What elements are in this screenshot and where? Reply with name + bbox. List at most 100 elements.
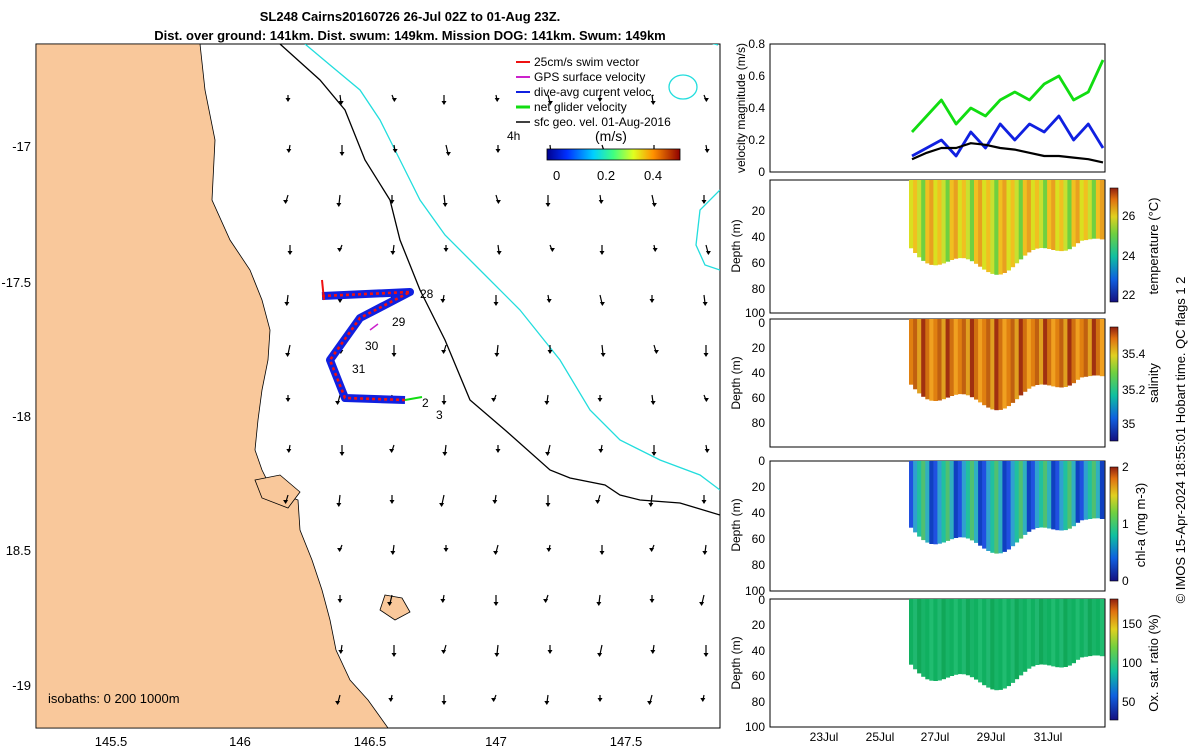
profile-column	[1043, 461, 1048, 528]
velocity-arrowhead	[546, 548, 552, 552]
cbar-tick: 150	[1122, 617, 1142, 631]
velocity-arrowhead	[546, 299, 552, 303]
profile-column	[1018, 599, 1024, 676]
profile-column	[969, 599, 975, 678]
velocity-arrowhead	[703, 98, 709, 102]
y-tick-label: 40	[752, 230, 766, 244]
depth-axis: 0 20 40 60 80 100	[745, 593, 765, 734]
profile-column	[990, 599, 995, 690]
profile-column	[957, 319, 963, 395]
title-line-1: SL248 Cairns20160726 26-Jul 02Z to 01-Au…	[259, 9, 561, 24]
profile-column	[1079, 599, 1085, 658]
legend-label: net glider velocity	[534, 100, 627, 114]
velocity-arrowhead	[285, 398, 291, 402]
profile-column	[1014, 319, 1020, 400]
profile-column	[1043, 180, 1048, 249]
y-tick-label: 40	[752, 506, 766, 520]
velocity-arrowhead	[439, 503, 445, 507]
profile-column	[933, 180, 938, 266]
profile-column	[1075, 599, 1081, 660]
legend-label: 25cm/s swim vector	[534, 55, 639, 69]
profile-column	[1055, 180, 1060, 251]
velocity-arrowhead	[495, 200, 501, 204]
depth-axis: 0 20 40 60 80 100	[745, 454, 765, 598]
profile-column	[953, 180, 959, 259]
velocity-arrowhead	[336, 203, 342, 207]
depth-axis: 0 20 40 60 80	[752, 316, 766, 430]
velocity-arrowhead	[390, 551, 396, 555]
map-panel[interactable]: 28 29 30 31 2 3 25cm/s swim vector GPS s…	[1, 40, 763, 749]
profile-column	[941, 180, 946, 264]
y-tick-label: -19	[12, 678, 31, 693]
velocity-arrowhead	[443, 548, 449, 552]
profile-column	[965, 319, 971, 396]
velocity-arrowhead	[650, 101, 656, 105]
depth-ylabel: Depth (m)	[729, 636, 743, 689]
oxygen-colorbar	[1109, 598, 1119, 721]
profile-column	[1043, 599, 1048, 665]
profile-column	[1047, 180, 1052, 249]
velocity-arrowhead	[491, 398, 497, 402]
y-tick-label: 20	[752, 341, 766, 355]
profile-column	[1067, 319, 1072, 386]
profile-column	[941, 461, 946, 543]
profile-column	[917, 319, 922, 394]
velocity-arrowhead	[649, 599, 655, 603]
salinity-panel[interactable]: Depth (m) 0 20 40 60 80 35 35.2 35.4 sal…	[729, 316, 1161, 448]
velocity-panel[interactable]: velocity magnitude (m/s) 0 0.2 0.4 0.6 0…	[734, 37, 1106, 179]
profile-column	[1071, 599, 1076, 664]
profile-column	[945, 461, 951, 541]
profile-column	[1014, 461, 1020, 543]
colorbar-tick: 0.4	[644, 168, 662, 183]
chlorophyll-panel[interactable]: Depth (m) 0 20 40 60 80 100 0 1 2 chl-a …	[729, 454, 1148, 598]
profile-column	[953, 319, 959, 395]
profile-column	[1014, 180, 1020, 264]
profile-column	[1030, 461, 1036, 530]
velocity-arrowhead	[701, 500, 707, 504]
y-tick-label: 60	[752, 256, 766, 270]
profile-column	[945, 599, 951, 678]
profile-column	[1059, 599, 1064, 668]
colorbar-ticks: 22 24 26	[1122, 209, 1136, 302]
velocity-arrowhead	[391, 98, 397, 102]
profile-column	[913, 319, 918, 390]
oxygen-panel[interactable]: Depth (m) 0 20 40 60 80 100 50 100 150 O…	[729, 593, 1161, 734]
profile-column	[986, 180, 991, 273]
profile-column	[937, 599, 942, 681]
profile-column	[965, 599, 971, 676]
velocity-arrowhead	[493, 302, 499, 306]
x-tick-label: 23Jul	[810, 730, 839, 744]
profile-column	[1051, 180, 1056, 250]
velocity-arrowhead	[389, 449, 395, 453]
depth-ylabel: Depth (m)	[729, 498, 743, 551]
profile-column	[978, 180, 983, 267]
velocity-frame	[769, 43, 1106, 173]
profile-column	[945, 180, 951, 262]
velocity-arrow	[756, 495, 757, 506]
cbar-tick: 35.2	[1122, 383, 1146, 397]
profile-column	[982, 180, 987, 270]
x-tick-label: 29Jul	[977, 730, 1006, 744]
profile-column	[957, 180, 963, 259]
velocity-arrowhead	[599, 251, 605, 255]
velocity-arrowhead	[703, 398, 709, 402]
velocity-arrowhead	[337, 248, 343, 252]
profile-column	[1091, 461, 1097, 519]
velocity-arrowhead	[653, 350, 659, 354]
profile-column	[1047, 319, 1052, 386]
velocity-series-line	[911, 142, 1104, 164]
velocity-arrowhead	[441, 101, 447, 105]
y-tick-label: 0.2	[748, 133, 765, 147]
profile-column	[933, 599, 938, 681]
cbar-tick: 100	[1122, 656, 1142, 670]
profile-column	[1099, 180, 1105, 240]
x-tick-label: 147	[485, 734, 507, 749]
temperature-panel[interactable]: Depth (m) 20 40 60 80 100 22 24 26 tempe…	[729, 179, 1161, 320]
profile-column	[965, 461, 971, 539]
isobath-1000m	[711, 44, 719, 46]
velocity-arrowhead	[649, 299, 655, 303]
isobath-1000m	[668, 74, 698, 100]
profile-column	[1099, 599, 1105, 657]
velocity-arrowhead	[391, 653, 397, 657]
colorbar-ticks: 0 1 2	[1122, 460, 1129, 588]
